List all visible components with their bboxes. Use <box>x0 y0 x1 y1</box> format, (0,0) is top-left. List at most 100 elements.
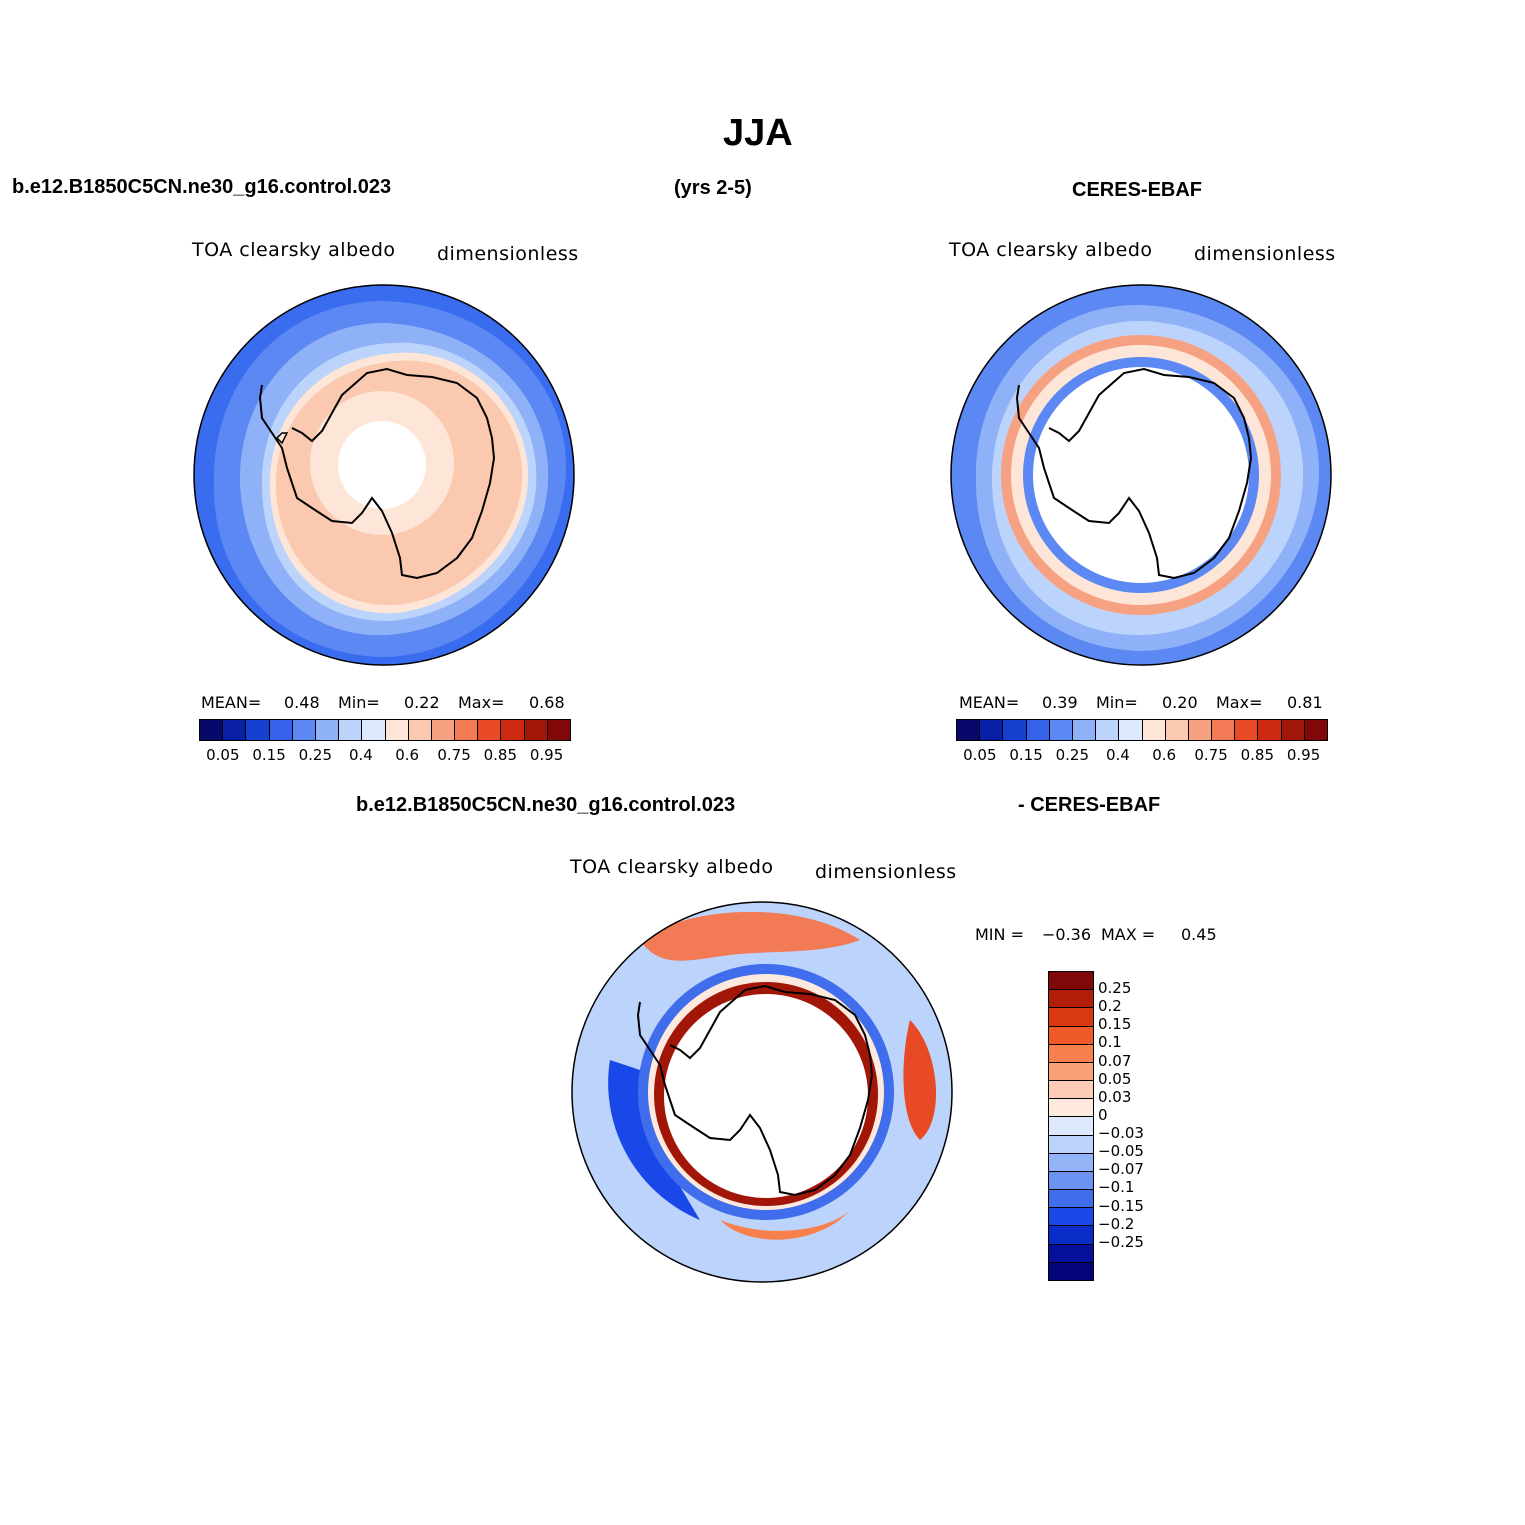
map-frame <box>950 284 1332 666</box>
colorbar-box <box>1049 990 1093 1009</box>
colorbar-tick-label: 0.07 <box>1098 1051 1132 1070</box>
panel1-mean-label: MEAN= <box>201 693 262 712</box>
panel2-colorbar <box>956 719 1328 741</box>
colorbar-box <box>1235 720 1259 740</box>
warm-anomaly-north <box>640 911 860 961</box>
colorbar-box <box>501 720 525 740</box>
model-case-name: b.e12.B1850C5CN.ne30_g16.control.023 <box>12 176 392 198</box>
map-obs <box>950 284 1332 666</box>
panel3-max-label: MAX = <box>1101 925 1156 944</box>
colorbar-box <box>1049 1099 1093 1118</box>
colorbar-box <box>431 720 456 740</box>
continent-interior <box>1033 367 1249 583</box>
colorbar-box <box>1049 720 1073 740</box>
panel2-max-label: Max= <box>1216 693 1263 712</box>
colorbar-box <box>246 720 270 740</box>
colorbar-tick-label: 0 <box>1098 1105 1108 1124</box>
warm-anomaly-east <box>903 1020 937 1140</box>
colorbar-box <box>1049 1117 1093 1136</box>
colorbar-tick-label: 0.6 <box>395 746 420 764</box>
colorbar-box <box>385 720 409 740</box>
ross-ice-edge <box>275 432 289 445</box>
colorbar-tick-label: 0.75 <box>437 746 471 764</box>
colorbar-tick-label: −0.1 <box>1098 1178 1135 1197</box>
panel3-min-value: −0.36 <box>1042 925 1092 944</box>
colorbar-box <box>200 720 224 740</box>
colorbar-box <box>1258 720 1282 740</box>
panel1-min-label: Min= <box>338 693 380 712</box>
map-frame <box>571 901 953 1283</box>
panel3-variable-label: TOA clearsky albedo <box>570 856 774 878</box>
antarctica-coastline <box>636 984 874 1197</box>
colorbar-box <box>1072 720 1097 740</box>
colorbar-tick-label: −0.03 <box>1098 1124 1144 1143</box>
colorbar-box <box>1049 1226 1093 1245</box>
colorbar-tick-label: 0.05 <box>963 746 997 764</box>
colorbar-box <box>1188 720 1213 740</box>
panel1-mean-value: 0.48 <box>284 693 320 712</box>
colorbar-box <box>1003 720 1027 740</box>
colorbar-box <box>339 720 363 740</box>
map-frame <box>193 284 575 666</box>
colorbar-tick-label: −0.07 <box>1098 1160 1144 1179</box>
colorbar-tick-label: 0.85 <box>483 746 518 764</box>
colorbar-box <box>1281 720 1305 740</box>
colorbar-tick-label: 0.15 <box>252 746 286 764</box>
continent-interior <box>664 994 868 1198</box>
panel1-max-label: Max= <box>458 693 505 712</box>
colorbar-tick-label: 0.25 <box>1055 746 1090 764</box>
colorbar-box <box>1049 1244 1093 1263</box>
colorbar-tick-label: 0.25 <box>298 746 333 764</box>
colorbar-box <box>524 720 548 740</box>
colorbar-box <box>1049 1190 1093 1209</box>
colorbar-box <box>957 720 981 740</box>
colorbar-box <box>223 720 247 740</box>
panel3-units-label: dimensionless <box>815 861 957 883</box>
colorbar-box <box>1049 1208 1093 1227</box>
map-model <box>193 284 575 666</box>
colorbar-tick-label: 0.6 <box>1152 746 1177 764</box>
warm-anomaly-south <box>720 1210 850 1240</box>
panel3-min-label: MIN = <box>975 925 1024 944</box>
colorbar-tick-label: 0.2 <box>1098 997 1122 1016</box>
colorbar-tick-label: 0.05 <box>1098 1069 1132 1088</box>
colorbar-box <box>269 720 293 740</box>
colorbar-box <box>315 720 340 740</box>
colorbar-box <box>1049 1171 1093 1191</box>
colorbar-box <box>1119 720 1143 740</box>
panel2-variable-label: TOA clearsky albedo <box>949 239 1153 261</box>
panel1-max-value: 0.68 <box>529 693 565 712</box>
colorbar-tick-label: 0.4 <box>1105 746 1130 764</box>
colorbar-box <box>478 720 502 740</box>
colorbar-tick-label: 0.15 <box>1098 1015 1132 1034</box>
diff-model-case-name: b.e12.B1850C5CN.ne30_g16.control.023 <box>356 794 736 816</box>
colorbar-box <box>1049 1135 1093 1154</box>
colorbar-tick-label: 0.15 <box>1009 746 1043 764</box>
colorbar-tick-label: 0.05 <box>206 746 240 764</box>
colorbar-box <box>1096 720 1120 740</box>
colorbar-box <box>1049 1153 1093 1172</box>
colorbar-tick-label: 0.75 <box>1194 746 1228 764</box>
panel1-min-value: 0.22 <box>404 693 440 712</box>
colorbar-box <box>1049 1062 1093 1082</box>
panel2-mean-value: 0.39 <box>1042 693 1078 712</box>
panel3-max-value: 0.45 <box>1181 925 1217 944</box>
panel2-units-label: dimensionless <box>1194 243 1336 265</box>
panel2-min-label: Min= <box>1096 693 1138 712</box>
pole-hole <box>338 421 426 509</box>
colorbar-tick-label: −0.05 <box>1098 1142 1144 1161</box>
colorbar-box <box>547 720 570 740</box>
colorbar-box <box>1049 1026 1093 1045</box>
panel1-variable-label: TOA clearsky albedo <box>192 239 396 261</box>
colorbar-box <box>1026 720 1050 740</box>
obs-dataset-name: CERES-EBAF <box>1072 179 1203 201</box>
colorbar-box <box>980 720 1004 740</box>
colorbar-box <box>1049 1008 1093 1027</box>
colorbar-tick-label: 0.4 <box>348 746 373 764</box>
antarctica-coastline <box>1015 367 1253 580</box>
panel1-units-label: dimensionless <box>437 243 579 265</box>
map-diff <box>571 901 953 1283</box>
antarctica-coastline <box>258 367 496 580</box>
colorbar-box <box>362 720 386 740</box>
colorbar-tick-label: 0.1 <box>1098 1033 1122 1052</box>
